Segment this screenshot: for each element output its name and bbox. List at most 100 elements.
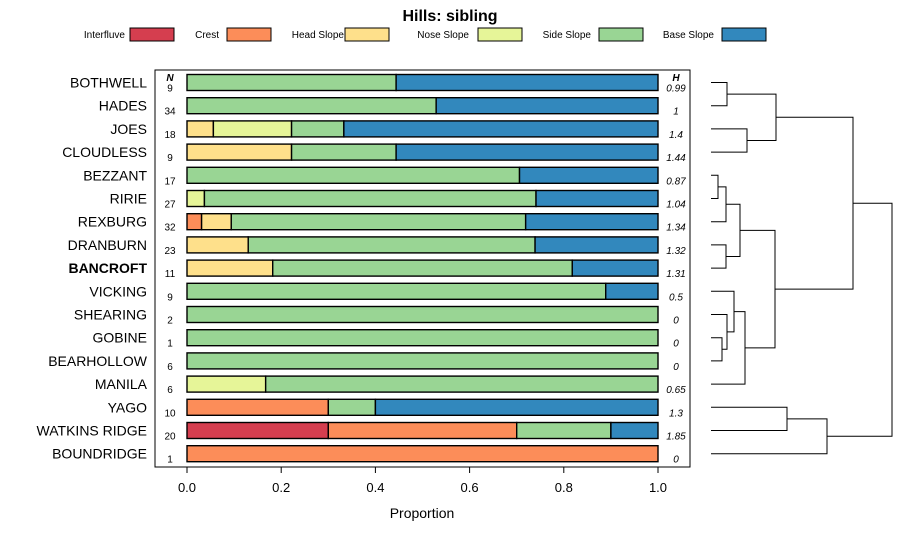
row-h-value: 1.31	[666, 269, 685, 280]
dendrogram-link	[827, 202, 893, 437]
legend-swatch	[344, 27, 390, 42]
bar-segment	[186, 375, 267, 393]
row-h-value: 0.99	[666, 84, 686, 95]
bar-segment	[395, 73, 659, 92]
row-label: JOES	[110, 121, 147, 137]
row-h-value: 1.3	[669, 408, 683, 419]
bar-segment	[435, 96, 659, 115]
row-label: VICKING	[89, 283, 147, 299]
bar-segment	[290, 120, 345, 138]
row-h-value: 1.04	[666, 200, 686, 211]
dendrogram-link	[726, 203, 741, 257]
row-h-value: 0	[673, 362, 679, 373]
bar-segment	[327, 398, 377, 416]
plot-frame	[154, 69, 691, 468]
bar-segment	[203, 189, 537, 208]
dendrogram	[711, 82, 893, 455]
row-label: BOUNDRIDGE	[52, 446, 147, 462]
dendrogram-link	[775, 116, 854, 290]
row-h-value: 0.65	[666, 385, 686, 396]
bar-segment	[186, 120, 215, 138]
bar-segment	[186, 445, 659, 463]
row-h-value: 0	[673, 339, 679, 350]
dendrogram-link	[711, 337, 723, 362]
x-tick-label: 0.8	[555, 480, 573, 495]
legend-label: Base Slope	[663, 30, 715, 41]
row-n-value: 1	[167, 455, 173, 466]
row-label: BOTHWELL	[70, 75, 147, 91]
dendrogram-link	[711, 174, 719, 199]
legend: Interfluve Crest Head Slope Nose Slope Side …	[84, 27, 767, 42]
bar-segment	[186, 421, 330, 440]
bar-segment	[186, 352, 659, 370]
bar-segment	[186, 73, 397, 92]
bar-segment	[605, 282, 659, 300]
row-n-value: 9	[167, 153, 173, 164]
row-label: CLOUDLESS	[62, 144, 147, 160]
row-h-value: 0	[673, 316, 679, 327]
dendrogram-link	[711, 406, 788, 431]
bar-segment	[272, 259, 573, 277]
row-label: HADES	[99, 98, 147, 114]
bar-rows: BOTHWELL 9 0.99 HADES 34 1 JOES 18 1.4 CLOUDLESS 9…	[37, 73, 686, 466]
n-header: N	[166, 73, 174, 84]
legend-swatch	[598, 27, 644, 42]
row-n-value: 1	[167, 339, 173, 350]
legend-swatch	[129, 27, 175, 42]
h-header: H	[672, 73, 680, 84]
legend-label: Crest	[195, 30, 219, 41]
bar-segment	[186, 305, 659, 324]
row-n-value: 23	[164, 246, 176, 257]
row-label: BEZZANT	[83, 167, 147, 183]
bar-segment	[200, 212, 232, 231]
row-label: BEARHOLLOW	[48, 353, 148, 369]
x-tick-label: 0.2	[272, 480, 290, 495]
row-h-value: 1.4	[669, 130, 683, 141]
bar-segment	[327, 421, 518, 440]
row-h-value: 1	[673, 107, 679, 118]
row-h-value: 1.85	[666, 432, 686, 443]
legend-label: Side Slope	[543, 30, 592, 41]
row-n-value: 2	[167, 316, 173, 327]
bar-segment	[290, 143, 397, 161]
row-n-value: 18	[164, 130, 176, 141]
x-tick-label: 0.0	[178, 480, 196, 495]
row-h-value: 0.5	[669, 292, 683, 303]
row-h-value: 1.34	[666, 223, 686, 234]
bar-segment	[186, 329, 659, 347]
bar-segment	[518, 166, 659, 185]
x-tick-label: 0.4	[366, 480, 384, 495]
bar-segment	[186, 212, 203, 231]
row-label: BANCROFT	[68, 260, 147, 276]
row-n-value: 11	[165, 269, 176, 280]
row-label: RIRIE	[110, 191, 147, 207]
dendrogram-link	[727, 93, 777, 141]
bar-segment	[264, 375, 659, 393]
bar-segment	[186, 189, 206, 208]
bar-segment	[516, 421, 612, 440]
row-label: SHEARING	[74, 307, 147, 323]
legend-label: Interfluve	[84, 30, 126, 41]
dendrogram-link	[711, 244, 727, 269]
bar-segment	[186, 143, 293, 161]
row-label: GOBINE	[93, 330, 147, 346]
bar-segment	[186, 166, 521, 185]
bar-segment	[535, 189, 659, 208]
row-h-value: 0	[673, 455, 679, 466]
bar-segment	[571, 259, 659, 277]
legend-swatch	[226, 27, 272, 42]
row-n-value: 34	[164, 107, 176, 118]
dendrogram-link	[711, 290, 735, 333]
dendrogram-link	[711, 128, 748, 153]
x-tick-label: 0.6	[461, 480, 479, 495]
legend-label: Nose Slope	[417, 30, 469, 41]
row-n-value: 9	[167, 84, 173, 95]
bar-segment	[610, 421, 659, 440]
bar-segment	[186, 282, 607, 300]
legend-swatch	[721, 27, 767, 42]
row-h-value: 1.44	[666, 153, 686, 164]
dendrogram-link	[711, 418, 828, 455]
bar-segment	[186, 96, 437, 115]
bar-segment	[186, 259, 274, 277]
